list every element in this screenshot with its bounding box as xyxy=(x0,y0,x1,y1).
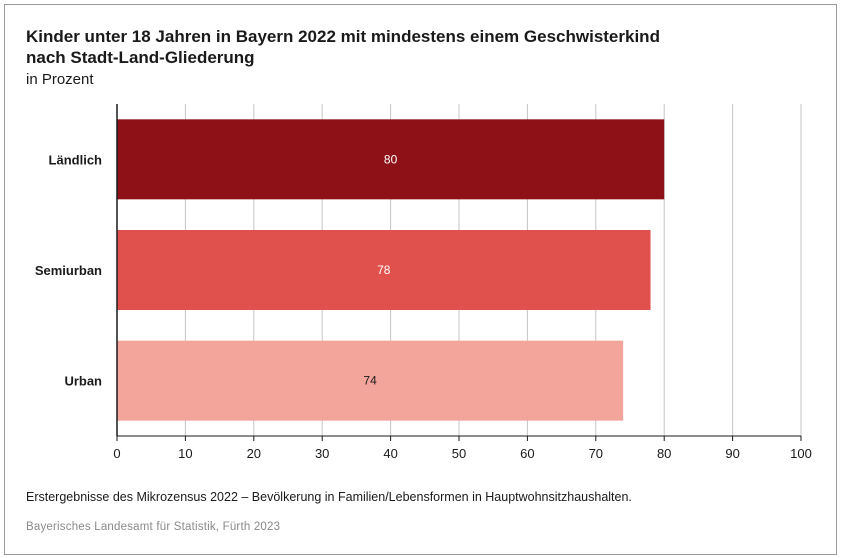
source-line: Bayerisches Landesamt für Statistik, Für… xyxy=(26,521,281,533)
x-tick-label: 40 xyxy=(383,446,397,461)
title-line-1: Kinder unter 18 Jahren in Bayern 2022 mi… xyxy=(26,27,660,46)
category-label: Urban xyxy=(64,374,102,389)
chart-title: Kinder unter 18 Jahren in Bayern 2022 mi… xyxy=(26,26,660,68)
x-tick-label: 0 xyxy=(113,446,120,461)
category-label: Ländlich xyxy=(49,152,103,167)
data-label: 78 xyxy=(377,263,391,277)
x-tick-label: 20 xyxy=(247,446,261,461)
x-tick-label: 70 xyxy=(589,446,603,461)
category-label: Semiurban xyxy=(35,263,102,278)
bar xyxy=(117,340,624,421)
x-tick-label: 50 xyxy=(452,446,466,461)
x-tick-label: 80 xyxy=(657,446,671,461)
x-tick-label: 10 xyxy=(178,446,192,461)
bar xyxy=(117,230,651,310)
x-tick-label: 100 xyxy=(790,446,812,461)
bar xyxy=(117,119,665,200)
title-line-2: nach Stadt-Land-Gliederung xyxy=(26,48,255,67)
x-tick-label: 90 xyxy=(725,446,739,461)
data-label: 80 xyxy=(384,152,398,166)
x-tick-label: 30 xyxy=(315,446,329,461)
x-tick-label: 60 xyxy=(520,446,534,461)
footnote: Erstergebnisse des Mikrozensus 2022 – Be… xyxy=(26,490,632,504)
unit-label: in Prozent xyxy=(26,71,94,88)
bar-chart: 0 10 20 30 40 50 60 70 80 90 100 80 Ländlich 78 Semiur… xyxy=(35,104,812,461)
chart-frame xyxy=(4,4,837,555)
data-label: 74 xyxy=(363,374,377,388)
